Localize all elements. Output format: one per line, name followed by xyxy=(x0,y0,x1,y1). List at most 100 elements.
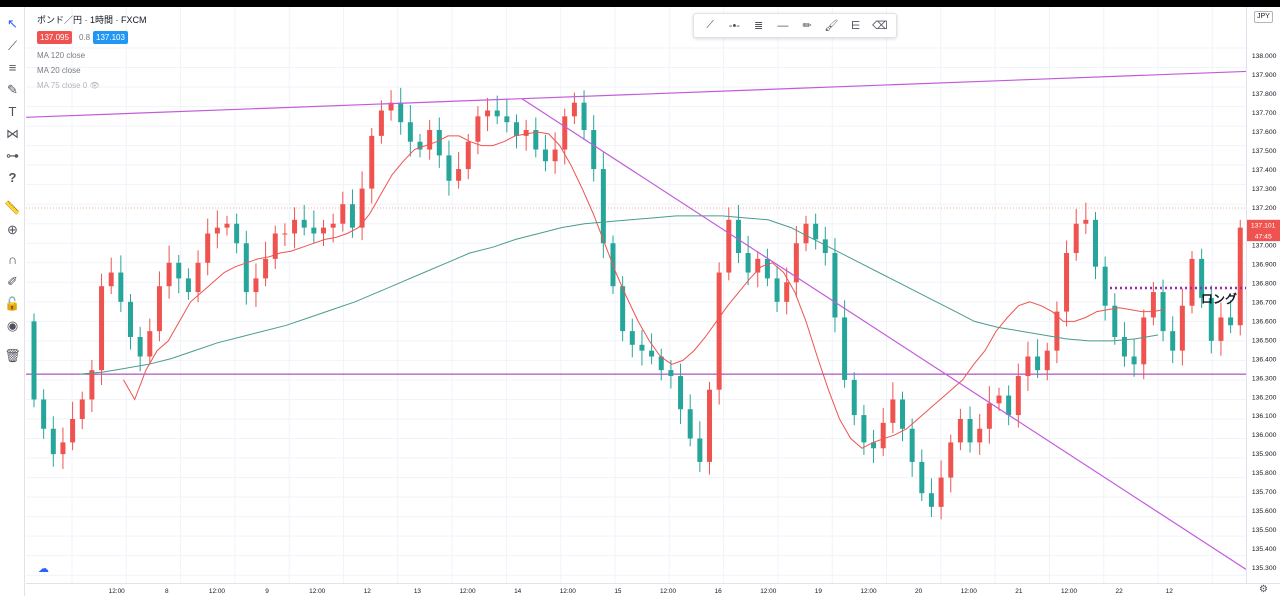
current-price-value: 137.101 xyxy=(1251,223,1276,230)
bid-price-box[interactable]: 137.095 xyxy=(37,31,72,44)
candle-48 xyxy=(494,95,500,125)
eraser-icon[interactable]: ⌫ xyxy=(872,20,888,32)
pattern-icon[interactable]: ⋈ xyxy=(6,125,19,141)
floating-drawing-toolbar: ⟋ -•- ≣ — ✏ 🖌 ⋿ ⌫ xyxy=(693,13,897,38)
time-tick-13: 12:00 xyxy=(760,588,777,595)
eye-off-icon[interactable]: 👁 xyxy=(89,81,100,90)
candle-body-20 xyxy=(224,223,230,228)
candle-46 xyxy=(475,106,481,155)
price-tick-27: 135.300 xyxy=(1252,565,1277,572)
parallel-channel-icon[interactable]: ≣ xyxy=(754,20,764,32)
candle-body-21 xyxy=(234,223,240,244)
candle-body-116 xyxy=(1150,292,1156,318)
candle-body-109 xyxy=(1083,219,1089,224)
candle-23 xyxy=(253,263,259,307)
lock-icon[interactable]: 🔓 xyxy=(4,295,21,311)
ask-price-box[interactable]: 137.103 xyxy=(93,31,128,44)
currency-badge[interactable]: JPY xyxy=(1254,11,1273,23)
candle-body-46 xyxy=(475,116,481,142)
candle-body-19 xyxy=(214,227,220,234)
question-icon[interactable]: ? xyxy=(8,170,17,185)
candle-body-105 xyxy=(1044,350,1050,371)
candle-117 xyxy=(1160,279,1166,342)
candle-body-59 xyxy=(600,169,606,244)
candle-95 xyxy=(948,434,954,493)
candle-54 xyxy=(552,132,558,174)
time-axis[interactable]: 12:00 8 12:00 9 12:00 12 13 12:00 14 12:00 15 12:00… xyxy=(26,583,1280,596)
gear-icon[interactable]: ⚙ xyxy=(1259,584,1268,595)
cloud-save-icon[interactable]: ☁ xyxy=(38,563,49,575)
candle-body-2 xyxy=(50,428,56,455)
fib-icon[interactable]: ⋿ xyxy=(850,20,861,32)
candle-body-44 xyxy=(456,169,462,181)
candle-77 xyxy=(774,265,780,312)
candle-body-125 xyxy=(1237,227,1243,326)
candle-body-48 xyxy=(494,110,500,117)
candle-body-52 xyxy=(533,130,539,150)
brush-icon[interactable]: ✎ xyxy=(7,81,18,97)
candle-1 xyxy=(41,389,47,439)
price-tick-22: 135.800 xyxy=(1252,470,1277,477)
price-tick-12: 136.800 xyxy=(1252,281,1277,288)
candle-15 xyxy=(176,254,182,294)
candle-body-53 xyxy=(542,149,548,162)
candle-20 xyxy=(224,215,230,236)
candle-body-84 xyxy=(842,317,848,380)
price-chart[interactable] xyxy=(26,7,1246,583)
candle-6 xyxy=(89,360,95,412)
magnet-icon[interactable]: ∩ xyxy=(7,252,18,267)
cursor-icon[interactable]: ↖ xyxy=(7,15,18,31)
candle-body-42 xyxy=(436,130,442,156)
horizontal-line-icon[interactable]: — xyxy=(777,19,789,32)
price-tick-18: 136.200 xyxy=(1252,394,1277,401)
candle-85 xyxy=(851,372,857,426)
candle-body-62 xyxy=(629,331,635,345)
trend-line-icon[interactable]: ⟋ xyxy=(706,19,714,31)
time-tick-11: 12:00 xyxy=(660,588,677,595)
candle-109 xyxy=(1083,202,1089,234)
brush-icon[interactable]: 🖌 xyxy=(824,20,839,32)
measure-lines-icon[interactable]: ⊶ xyxy=(6,147,19,163)
time-tick-6: 13 xyxy=(414,588,422,595)
ma75-legend[interactable]: MA 75 close 0 👁 xyxy=(37,81,100,90)
time-tick-5: 12 xyxy=(364,588,372,595)
text-icon[interactable]: T xyxy=(8,104,17,119)
time-tick-14: 19 xyxy=(815,588,823,595)
candle-66 xyxy=(668,360,674,389)
price-tick-2: 137.800 xyxy=(1252,91,1277,98)
candle-body-90 xyxy=(900,399,905,429)
ruler-icon[interactable]: 📏 xyxy=(4,199,21,215)
candle-body-118 xyxy=(1170,331,1176,351)
price-tick-17: 136.300 xyxy=(1252,375,1277,382)
price-tick-10: 137.000 xyxy=(1252,243,1277,250)
symbol-title[interactable]: ポンド／円 · 1時間 · FXCM xyxy=(37,15,147,25)
candle-36 xyxy=(378,100,384,144)
trend-line-icon[interactable]: ⟋ xyxy=(7,37,18,53)
candle-0 xyxy=(31,313,37,408)
eye-icon[interactable]: ◉ xyxy=(6,317,19,333)
zoom-icon[interactable]: ⊕ xyxy=(7,221,18,237)
candle-97 xyxy=(967,406,973,453)
price-axis[interactable]: 138.000 137.900 137.800 137.700 137.600 137.5… xyxy=(1246,7,1280,583)
trash-icon[interactable]: 🗑 xyxy=(4,347,21,363)
ma120-legend[interactable]: MA 120 close xyxy=(37,51,86,60)
ma20-legend[interactable]: MA 20 close xyxy=(37,66,81,75)
candle-body-117 xyxy=(1160,292,1166,332)
price-tick-15: 136.500 xyxy=(1252,337,1277,344)
candle-body-16 xyxy=(185,278,191,293)
horizontal-ray-icon[interactable]: -•- xyxy=(728,19,740,32)
candle-body-79 xyxy=(793,243,799,283)
candle-113 xyxy=(1121,322,1127,367)
candle-57 xyxy=(581,90,587,141)
price-tick-26: 135.400 xyxy=(1252,546,1277,553)
lock-drawing-icon[interactable]: ✐ xyxy=(7,273,18,289)
candle-body-122 xyxy=(1208,297,1214,341)
horizontal-lines-icon[interactable]: ≡ xyxy=(8,60,17,75)
candle-83 xyxy=(832,238,838,333)
time-tick-1: 8 xyxy=(165,588,169,595)
candle-body-4 xyxy=(70,418,76,443)
candle-106 xyxy=(1054,301,1060,364)
candle-102 xyxy=(1015,363,1021,428)
candle-43 xyxy=(446,140,452,196)
pencil-icon[interactable]: ✏ xyxy=(802,20,812,32)
